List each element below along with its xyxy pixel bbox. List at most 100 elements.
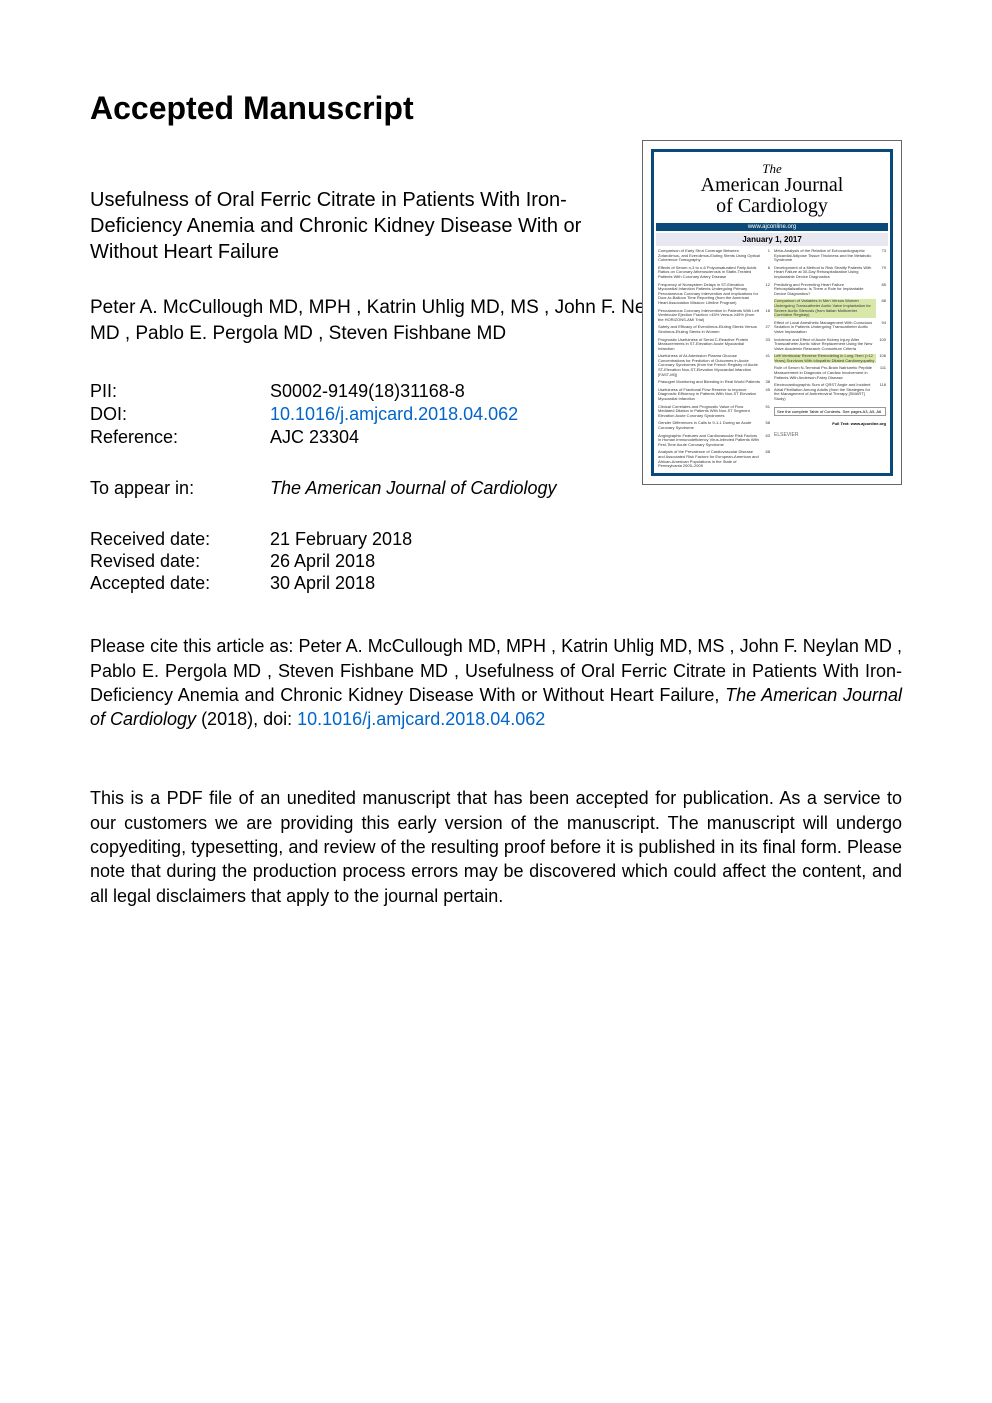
elsevier-logo: ELSEVIER <box>774 432 886 438</box>
cover-toc-text: Meta-Analysis of the Relation of Echocar… <box>774 249 876 263</box>
cover-toc-page: 100 <box>876 338 886 352</box>
accepted-row: Accepted date: 30 April 2018 <box>90 573 902 594</box>
cover-toc-page: 106 <box>876 354 886 363</box>
cover-right-column: Meta-Analysis of the Relation of Echocar… <box>774 249 886 469</box>
cover-toc-page: 51 <box>760 405 770 419</box>
cover-toc-text: Gender Differences in Calls to 9-1-1 Dur… <box>658 421 760 430</box>
cite-doi-link[interactable]: 10.1016/j.amjcard.2018.04.062 <box>297 709 545 729</box>
cover-toc-page: 27 <box>760 325 770 334</box>
cite-year: (2018), doi: <box>196 709 297 729</box>
cover-url-bar: www.ajconline.org <box>656 223 888 231</box>
cover-journal-name-1: American Journal <box>658 175 886 196</box>
cover-toc-page: 33 <box>760 338 770 352</box>
cover-toc-entry: Electrocardiographic Sum of QRST Angle a… <box>774 383 886 401</box>
accepted-value: 30 April 2018 <box>270 573 375 594</box>
cover-toc-text: Prognostic Usefulness of Serial C-Reacti… <box>658 338 760 352</box>
doi-link[interactable]: 10.1016/j.amjcard.2018.04.062 <box>270 404 518 425</box>
disclaimer-text: This is a PDF file of an unedited manusc… <box>90 786 902 907</box>
cover-toc-text: Role of Serum N-Terminal Pro-Brain Natri… <box>774 366 876 380</box>
cover-toc-entry: Gender Differences in Calls to 9-1-1 Dur… <box>658 421 770 430</box>
revised-value: 26 April 2018 <box>270 551 375 572</box>
cover-toc-text: Effects of Serum n-3 to n-6 Polyunsatura… <box>658 266 760 280</box>
cover-toc-entry: Development of a Method to Risk Stratify… <box>774 266 886 280</box>
reference-label: Reference: <box>90 427 270 448</box>
cover-toc-entry: Left Ventricular Reverse Remodeling in L… <box>774 354 886 363</box>
pii-label: PII: <box>90 381 270 402</box>
cover-toc-entry: Angiographic Features and Cardiovascular… <box>658 434 770 448</box>
cover-toc-text: Frequency of Nonsystem Delays in ST-Elev… <box>658 283 760 306</box>
cover-toc-entry: Prognostic Usefulness of Serial C-Reacti… <box>658 338 770 352</box>
cover-toc-page: 45 <box>760 388 770 402</box>
cover-toc-page: 111 <box>876 366 886 380</box>
cover-toc-entry: Comparison of Variables in Men Versus Wo… <box>774 299 886 317</box>
received-row: Received date: 21 February 2018 <box>90 529 902 550</box>
cover-toc-entry: Meta-Analysis of the Relation of Echocar… <box>774 249 886 263</box>
dates-table: Received date: 21 February 2018 Revised … <box>90 529 902 594</box>
cover-toc-entry: Frequency of Nonsystem Delays in ST-Elev… <box>658 283 770 306</box>
cover-toc-entry: Clinical Correlates and Prognostic Value… <box>658 405 770 419</box>
cover-toc-entry: Effects of Serum n-3 to n-6 Polyunsatura… <box>658 266 770 280</box>
cover-toc-entry: Percutaneous Coronary Intervention in Pa… <box>658 309 770 323</box>
cover-left-column: Comparison of Early Strut Coverage Betwe… <box>658 249 770 469</box>
cover-toc-page: 85 <box>876 283 886 297</box>
cover-toc-entry: Role of Serum N-Terminal Pro-Brain Natri… <box>774 366 886 380</box>
page-heading: Accepted Manuscript <box>90 90 902 127</box>
reference-value: AJC 23304 <box>270 427 359 448</box>
cover-toc-text: Effect of Local Anesthetic Management Wi… <box>774 321 876 335</box>
authors-list: Peter A. McCullough MD, MPH , Katrin Uhl… <box>90 295 710 346</box>
cover-toc-entry: Safety and Efficacy of Everolimus-Elutin… <box>658 325 770 334</box>
cover-toc-page: 68 <box>760 450 770 468</box>
cover-toc-entry: Predicting and Preventing Heart Failure … <box>774 283 886 297</box>
cover-toc-page: 88 <box>876 299 886 317</box>
revised-row: Revised date: 26 April 2018 <box>90 551 902 572</box>
cover-toc-page: 38 <box>760 380 770 385</box>
cover-toc-page: 12 <box>760 283 770 306</box>
cover-toc-page: 73 <box>876 249 886 263</box>
cover-header: The American Journal of Cardiology <box>654 152 890 223</box>
cover-toc-entry: Prasugrel Monitoring and Bleeding in Rea… <box>658 380 770 385</box>
cover-toc-page: 118 <box>876 383 886 401</box>
citation-block: Please cite this article as: Peter A. Mc… <box>90 634 902 731</box>
cover-toc-entry: Incidence and Effect of Acute Kidney Inj… <box>774 338 886 352</box>
cover-toc-text: Development of a Method to Risk Stratify… <box>774 266 876 280</box>
cover-toc-page: 63 <box>760 434 770 448</box>
cover-toc-page: 94 <box>876 321 886 335</box>
received-label: Received date: <box>90 529 270 550</box>
cover-toc-page: 79 <box>876 266 886 280</box>
cover-toc-text: Incidence and Effect of Acute Kidney Inj… <box>774 338 876 352</box>
cover-toc-entry: Usefulness of Fractional Flow Reserve to… <box>658 388 770 402</box>
revised-label: Revised date: <box>90 551 270 572</box>
cover-toc-page: 41 <box>760 354 770 377</box>
article-title: Usefulness of Oral Ferric Citrate in Pat… <box>90 187 650 265</box>
cover-toc-page: 18 <box>760 309 770 323</box>
cover-toc-text: Comparison of Early Strut Coverage Betwe… <box>658 249 760 263</box>
cover-toc-page: 1 <box>760 249 770 263</box>
cover-toc-text: Percutaneous Coronary Intervention in Pa… <box>658 309 760 323</box>
cover-toc-text: Safety and Efficacy of Everolimus-Elutin… <box>658 325 760 334</box>
pii-value: S0002-9149(18)31168-8 <box>270 381 465 402</box>
cover-columns: Comparison of Early Strut Coverage Betwe… <box>654 249 890 469</box>
received-value: 21 February 2018 <box>270 529 412 550</box>
cover-journal-name-2: of Cardiology <box>658 196 886 217</box>
cover-toc-text: Prasugrel Monitoring and Bleeding in Rea… <box>658 380 760 385</box>
cover-fulltext: Full Text: www.ajconline.org <box>774 421 886 426</box>
cover-date-bar: January 1, 2017 <box>656 233 888 246</box>
accepted-label: Accepted date: <box>90 573 270 594</box>
cover-toc-text: Angiographic Features and Cardiovascular… <box>658 434 760 448</box>
cover-toc-text: Left Ventricular Reverse Remodeling in L… <box>774 354 876 363</box>
cover-toc-page: 6 <box>760 266 770 280</box>
cover-toc-page: 58 <box>760 421 770 430</box>
cover-footer-box: See the complete Table of Contents. See … <box>774 407 886 416</box>
cover-border: The American Journal of Cardiology www.a… <box>651 149 893 476</box>
cover-toc-text: Usefulness of At-Admission Plasma Glucos… <box>658 354 760 377</box>
cover-toc-entry: Comparison of Early Strut Coverage Betwe… <box>658 249 770 263</box>
cover-toc-text: Predicting and Preventing Heart Failure … <box>774 283 876 297</box>
cover-toc-entry: Effect of Local Anesthetic Management Wi… <box>774 321 886 335</box>
cover-toc-text: Electrocardiographic Sum of QRST Angle a… <box>774 383 876 401</box>
cover-toc-entry: Analysis of the Prevalence of Cardiovasc… <box>658 450 770 468</box>
journal-cover-thumbnail: The American Journal of Cardiology www.a… <box>642 140 902 485</box>
accepted-manuscript-page: Accepted Manuscript Usefulness of Oral F… <box>0 0 992 1403</box>
to-appear-label: To appear in: <box>90 478 270 499</box>
cover-toc-text: Analysis of the Prevalence of Cardiovasc… <box>658 450 760 468</box>
cover-toc-entry: Usefulness of At-Admission Plasma Glucos… <box>658 354 770 377</box>
